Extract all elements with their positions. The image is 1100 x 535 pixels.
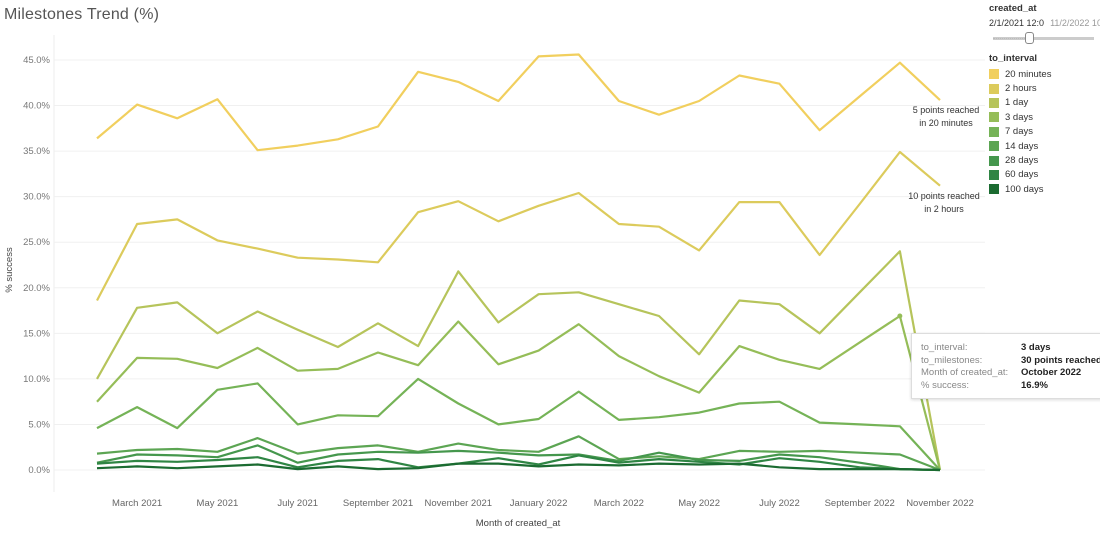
legend-swatch [989, 155, 999, 166]
x-tick-label: November 2021 [424, 498, 492, 509]
tooltip-key: to_interval: [921, 342, 968, 353]
legend-item[interactable]: 1 day [989, 96, 1051, 110]
series-lines [96, 53, 942, 472]
y-tick-label: 0.0% [28, 465, 50, 476]
legend-item[interactable]: 14 days [989, 139, 1051, 153]
legend-label: 100 days [1005, 183, 1044, 195]
series-line-2-hours[interactable] [96, 150, 941, 302]
series-line-7-days[interactable] [96, 377, 941, 471]
series-line-60-days[interactable] [96, 454, 941, 472]
legend-swatch [989, 97, 999, 108]
tooltip-value: 16.9% [1021, 379, 1048, 391]
legend-label: 7 days [1005, 126, 1033, 138]
x-tick-label: January 2022 [510, 498, 568, 509]
legend-title: to_interval [989, 53, 1038, 64]
hovered-point[interactable] [897, 313, 903, 319]
legend-label: 14 days [1005, 140, 1039, 152]
legend-swatch [989, 112, 999, 123]
annotation-2h-line1: 10 points reached [908, 191, 980, 201]
y-tick-label: 40.0% [23, 101, 50, 112]
tooltip-value: 30 points reached [1021, 354, 1100, 366]
legend-label: 1 day [1005, 97, 1029, 109]
range-end: 11/2/2022 10 [1050, 18, 1100, 28]
legend-item[interactable]: 100 days [989, 182, 1051, 196]
series-line-3-days[interactable] [96, 314, 942, 471]
slider-track [993, 37, 1094, 40]
x-tick-label: September 2021 [343, 498, 413, 509]
legend-swatch [989, 184, 999, 195]
tooltip-row: % success: 16.9% [912, 380, 1100, 393]
y-tick-label: 35.0% [23, 146, 50, 157]
created-at-filter[interactable]: created_at 2/1/2021 12:0 11/2/2022 10 [989, 3, 1100, 44]
y-tick-label: 15.0% [23, 328, 50, 339]
x-tick-label: July 2022 [759, 498, 800, 509]
y-tick-label: 25.0% [23, 237, 50, 248]
series-line-1-day[interactable] [96, 250, 942, 471]
legend-item[interactable]: 2 hours [989, 81, 1051, 95]
x-tick-label: November 2022 [906, 498, 974, 509]
tooltip-row: to_interval: 3 days [912, 342, 1100, 355]
legend-label: 20 minutes [1005, 68, 1052, 80]
x-tick-label: March 2022 [594, 498, 644, 509]
tooltip-key: Month of created_at: [921, 367, 1009, 378]
legend-item[interactable]: 3 days [989, 110, 1051, 124]
legend-swatch [989, 69, 999, 80]
y-tick-label: 30.0% [23, 192, 50, 203]
y-tick-label: 45.0% [23, 55, 50, 66]
x-tick-label: September 2022 [825, 498, 895, 509]
legend-label: 28 days [1005, 155, 1039, 167]
slider-handle[interactable] [1025, 32, 1034, 44]
date-range-slider[interactable] [993, 32, 1100, 44]
legend-swatch [989, 126, 999, 137]
series-line-100-days[interactable] [96, 462, 941, 472]
y-tick-label: 10.0% [23, 374, 50, 385]
legend-swatch [989, 169, 999, 180]
x-tick-label: May 2021 [197, 498, 239, 509]
legend-label: 60 days [1005, 169, 1039, 181]
y-tick-label: 5.0% [28, 419, 50, 430]
tooltip-row: Month of created_at: October 2022 [912, 367, 1100, 380]
tooltip: to_interval: 3 days to_milestones: 30 point… [911, 333, 1100, 399]
tooltip-key: to_milestones: [921, 354, 983, 366]
legend-item[interactable]: 60 days [989, 168, 1051, 182]
series-line-28-days[interactable] [96, 444, 941, 472]
x-axis-label: Month of created_at [476, 518, 561, 529]
legend-swatch [989, 141, 999, 152]
legend-item[interactable]: 28 days [989, 153, 1051, 167]
legend-label: 3 days [1005, 111, 1033, 123]
legend-label: 2 hours [1005, 83, 1037, 95]
x-tick-label: July 2021 [277, 498, 318, 509]
annotation-2h-line2: in 2 hours [924, 204, 964, 214]
filter-title: created_at [989, 3, 1037, 14]
y-axis-label: % success [4, 247, 15, 293]
legend-item[interactable]: 7 days [989, 125, 1051, 139]
legend-item[interactable]: 20 minutes [989, 67, 1051, 81]
x-tick-label: May 2022 [678, 498, 720, 509]
tooltip-row: to_milestones: 30 points reached [912, 355, 1100, 368]
series-line-14-days[interactable] [96, 435, 941, 472]
y-tick-label: 20.0% [23, 283, 50, 294]
annotation-20min-line1: 5 points reached [913, 105, 980, 115]
legend-swatch [989, 83, 999, 94]
tooltip-value: 3 days [1021, 342, 1051, 353]
x-tick-label: March 2021 [112, 498, 162, 509]
series-line-20-minutes[interactable] [96, 53, 941, 152]
slider-left-track [993, 38, 1027, 39]
annotation-20min-line2: in 20 minutes [919, 118, 973, 128]
range-start: 2/1/2021 12:0 [989, 18, 1045, 28]
tooltip-value: October 2022 [1021, 367, 1082, 378]
y-axis: 0.0% 5.0% 10.0% 15.0% 20.0% 25.0% 30.0% 35.0% 40… [23, 55, 50, 476]
tooltip-key: % success: [921, 379, 970, 391]
legend: to_interval 20 minutes 2 hours 1 day 3 days… [989, 53, 1051, 197]
x-axis: March 2021 May 2021 July 2021 September 202… [112, 498, 974, 509]
chart-title: Milestones Trend (%) [4, 6, 160, 23]
